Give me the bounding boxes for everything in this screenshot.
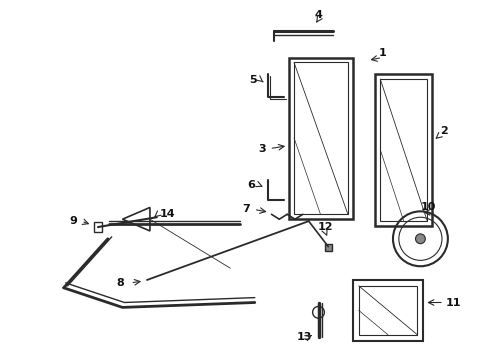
Text: 9: 9 [70,216,77,226]
Text: 3: 3 [258,144,266,154]
Circle shape [416,234,425,244]
Text: 8: 8 [117,278,124,288]
Text: 12: 12 [318,222,333,232]
Bar [294,62,348,214]
Bar [289,58,353,219]
Text: 6: 6 [247,180,255,190]
Text: 5: 5 [249,75,257,85]
Bar [325,244,332,251]
Bar [359,286,417,335]
Text: 14: 14 [160,209,175,219]
Text: 7: 7 [242,204,250,215]
Text: 4: 4 [315,10,322,21]
Bar [94,222,102,232]
Bar [375,74,432,226]
Text: 13: 13 [297,332,312,342]
Bar [353,280,423,341]
Text: 2: 2 [440,126,448,136]
Text: 11: 11 [446,297,462,307]
Text: 1: 1 [378,48,386,58]
Bar [380,79,427,221]
Text: 10: 10 [420,202,436,212]
